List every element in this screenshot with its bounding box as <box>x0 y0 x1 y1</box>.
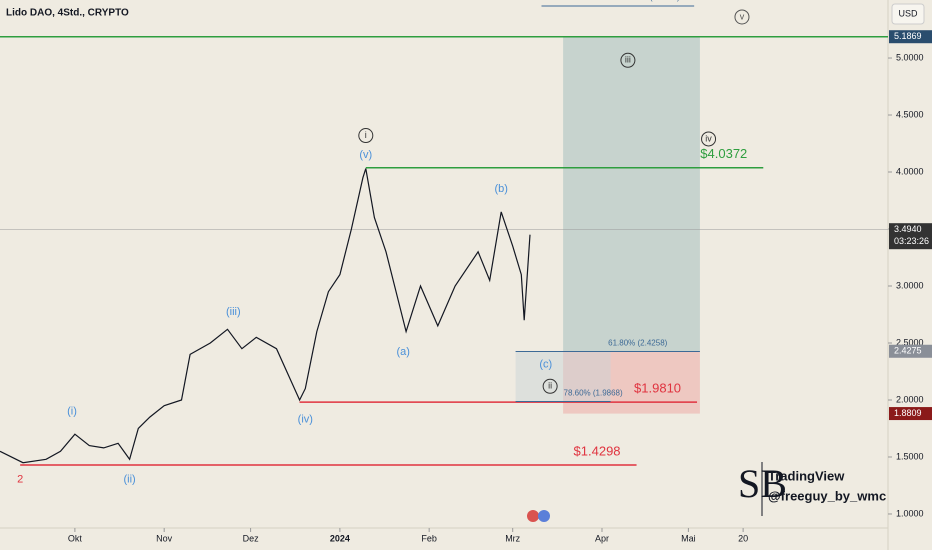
currency: USD <box>898 8 918 18</box>
price-badge <box>889 223 932 250</box>
y-tick-label: 1.5000 <box>896 451 924 461</box>
x-tick-label: Nov <box>156 533 173 543</box>
level-label: $1.9810 <box>634 381 681 396</box>
wave-label: iv <box>705 133 712 143</box>
wave-label: (iv) <box>298 413 313 425</box>
events[interactable] <box>527 510 550 522</box>
x-tick-label: Mai <box>681 533 696 543</box>
wave-label: (ii) <box>124 474 136 486</box>
y-tick-label: 3.0000 <box>896 280 924 290</box>
wave-circle <box>358 128 374 144</box>
wave-label: (i) <box>67 405 77 417</box>
fib-label: 78.60% (1.9868) <box>564 389 623 398</box>
x-tick-label: Feb <box>421 533 437 543</box>
price-badge <box>889 407 932 421</box>
x-tick-label: Dez <box>243 533 260 543</box>
price-badge-label: 2.4275 <box>894 346 922 356</box>
wave-label: ii <box>548 381 552 391</box>
x-tick-label: Apr <box>595 533 609 543</box>
x-tick-label: Okt <box>68 533 83 543</box>
wave-label: (b) <box>494 183 507 195</box>
price-badge <box>889 344 932 358</box>
price-badge-label: 5.1869 <box>894 31 922 41</box>
price-badge-label: 3.4940 <box>894 224 922 234</box>
y-tick-label: 4.5000 <box>896 109 924 119</box>
event-icon[interactable] <box>527 510 539 522</box>
zone <box>563 36 700 352</box>
price-badge <box>889 30 932 44</box>
y-tick-label: 5.0000 <box>896 52 924 62</box>
price-line <box>0 168 531 464</box>
wave-label: (v) <box>359 149 372 161</box>
level-label: $1.4298 <box>574 443 621 458</box>
y-tick-label: 1.0000 <box>896 508 924 518</box>
y-tick-label: 2.0000 <box>896 394 924 404</box>
wave-label: 2 <box>17 474 23 486</box>
zone <box>563 351 700 414</box>
wave-label: iii <box>625 55 631 65</box>
level-label: $4.0372 <box>700 146 747 161</box>
watermark: SB TradingView @freeguy_by_wmc <box>738 461 886 516</box>
wave-label: v <box>740 11 745 21</box>
chart-title: Lido DAO, 4Std., CRYPTO <box>6 8 129 19</box>
wave-circle <box>620 52 636 68</box>
wave-label: (c) <box>539 359 552 371</box>
event-icon[interactable] <box>538 510 550 522</box>
price-badge-label: 1.8809 <box>894 408 922 418</box>
x-tick-label: Mrz <box>505 533 520 543</box>
y-tick-label: 2.5000 <box>896 337 924 347</box>
fib-label: 61.80% (2.4258) <box>608 339 667 348</box>
x-tick-label: 2024 <box>330 533 350 543</box>
wave-circle <box>734 9 750 25</box>
brand: TradingView <box>768 468 845 483</box>
author: @freeguy_by_wmc <box>768 488 886 503</box>
wave-label: i <box>365 130 367 140</box>
zone <box>515 351 611 402</box>
wave-label: (iii) <box>226 306 241 318</box>
wave-label: (a) <box>397 346 410 358</box>
x-tick-label: 20 <box>738 533 748 543</box>
y-tick-label: 4.0000 <box>896 166 924 176</box>
wave-circle <box>542 378 558 394</box>
fib-label: 161.80% (5.4562) <box>616 0 680 2</box>
price-badge-sub: 03:23:26 <box>894 236 929 246</box>
currency-box[interactable] <box>891 3 925 25</box>
wave-circle <box>701 131 717 147</box>
